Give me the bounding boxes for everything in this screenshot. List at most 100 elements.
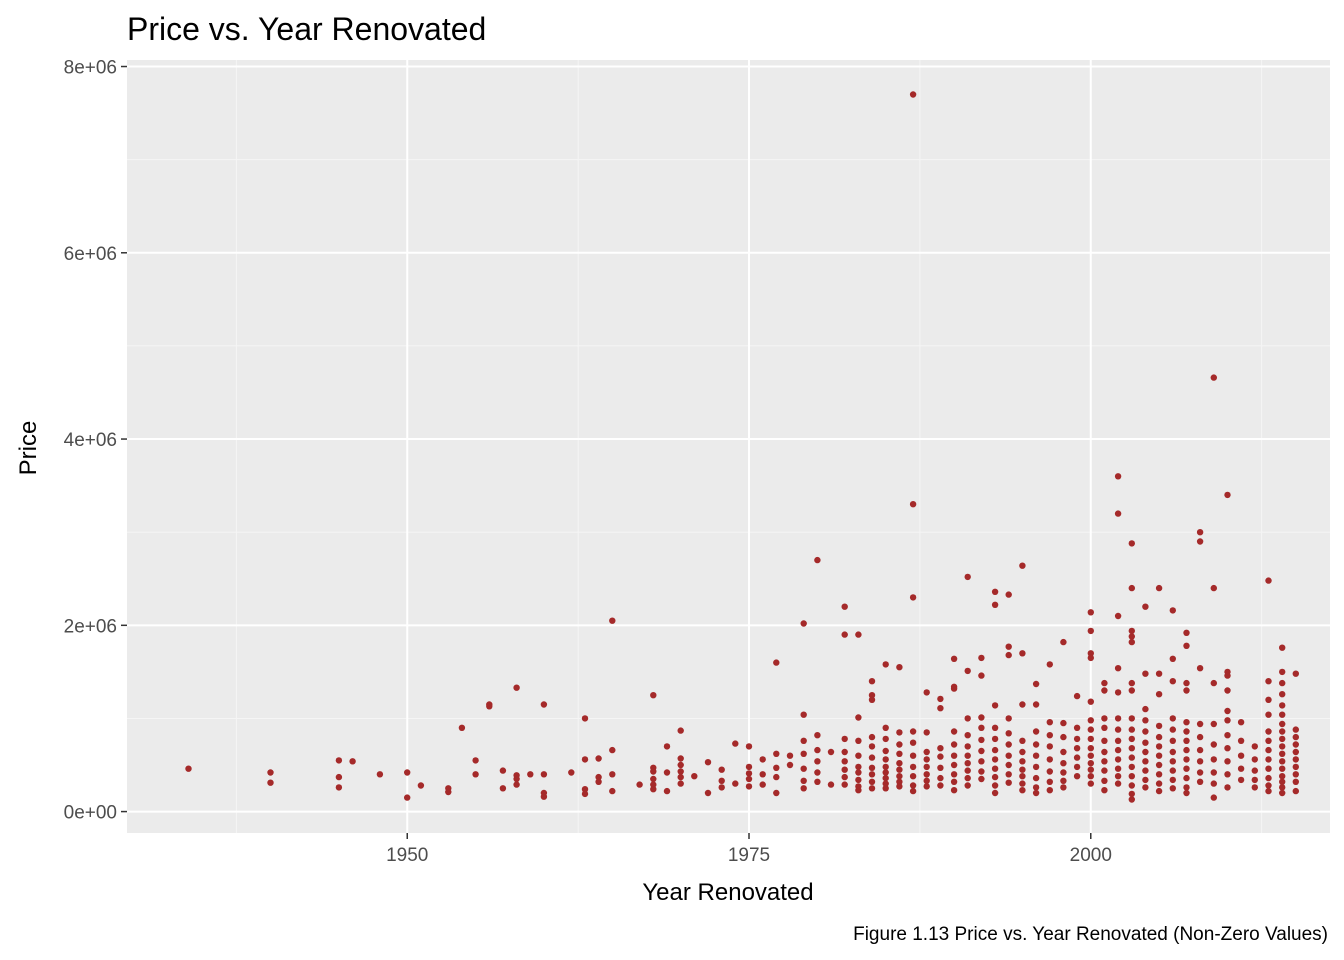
data-point [677, 768, 684, 775]
data-point [1019, 766, 1026, 773]
data-point [800, 785, 807, 792]
data-point [868, 754, 876, 761]
data-point [1128, 679, 1136, 687]
data-point [1210, 720, 1218, 728]
data-point [1128, 782, 1136, 789]
data-point [1183, 784, 1190, 791]
data-point [349, 758, 356, 765]
data-point [1005, 643, 1012, 650]
data-point [1155, 743, 1163, 750]
data-point [1087, 609, 1095, 616]
data-point [923, 763, 930, 771]
data-point [1114, 756, 1122, 763]
data-point [650, 768, 657, 775]
data-point [404, 769, 411, 776]
data-point [663, 769, 671, 776]
data-point [978, 747, 985, 755]
data-point [937, 695, 944, 703]
data-point [650, 786, 657, 793]
data-point [827, 781, 835, 788]
data-point [1169, 748, 1177, 756]
chart-caption: Figure 1.13 Price vs. Year Renovated (No… [853, 924, 1328, 945]
data-point [1032, 789, 1040, 797]
data-point [1032, 752, 1040, 759]
data-point [1292, 771, 1300, 778]
data-point [950, 728, 958, 735]
chart-title: Price vs. Year Renovated [127, 11, 486, 47]
data-point [1292, 756, 1300, 763]
data-point [568, 769, 575, 776]
data-point [882, 769, 889, 776]
data-point [1169, 767, 1177, 774]
data-point [609, 746, 616, 754]
data-point [923, 689, 930, 696]
data-point [1224, 745, 1231, 752]
data-point [1128, 790, 1136, 798]
data-point [1279, 644, 1286, 651]
data-point [499, 785, 507, 792]
data-point [882, 785, 889, 792]
data-point [1060, 733, 1067, 741]
data-point [1279, 784, 1286, 791]
data-point [1183, 765, 1190, 772]
data-point [1169, 655, 1177, 662]
x-axis: 1950 1975 2000 [386, 833, 1112, 866]
data-point [1046, 768, 1054, 775]
data-point [1046, 756, 1054, 763]
data-point [1196, 529, 1204, 536]
data-point [1196, 538, 1204, 545]
data-point [1169, 776, 1177, 784]
data-point [882, 747, 889, 755]
data-point [513, 775, 520, 783]
data-point [1142, 748, 1149, 756]
data-point [267, 769, 274, 776]
data-point [650, 781, 657, 788]
data-point [1292, 741, 1300, 748]
data-point [841, 766, 848, 773]
data-point [1224, 771, 1231, 778]
data-point [1265, 678, 1272, 685]
data-point [991, 601, 999, 608]
data-point [773, 750, 780, 757]
data-point [1210, 679, 1218, 687]
data-point [745, 775, 753, 783]
data-point [1292, 748, 1300, 756]
data-point [800, 711, 807, 718]
data-point [1114, 665, 1122, 672]
data-point [1142, 758, 1149, 765]
data-point [882, 763, 889, 771]
data-point [923, 748, 930, 756]
data-point [1224, 758, 1231, 765]
data-point [1279, 735, 1286, 743]
data-point [677, 761, 684, 769]
data-point [868, 771, 876, 778]
data-point [991, 782, 999, 789]
data-point [827, 748, 835, 756]
data-point [1196, 769, 1204, 776]
data-point [855, 714, 862, 721]
data-point [1265, 696, 1272, 703]
data-point [1251, 776, 1259, 784]
x-axis-title: Year Renovated [642, 879, 813, 906]
data-point [937, 774, 944, 782]
data-point [1142, 603, 1149, 610]
data-point [1114, 737, 1122, 744]
data-point [1114, 773, 1122, 780]
data-point [1292, 787, 1300, 795]
data-point [896, 664, 903, 671]
data-point [937, 753, 944, 760]
data-point [1060, 769, 1067, 776]
y-tick-label: 8e+06 [64, 58, 117, 79]
data-point [896, 729, 903, 736]
data-point [814, 758, 821, 765]
data-point [1073, 724, 1081, 731]
data-point [1183, 746, 1190, 754]
data-point [964, 752, 971, 759]
data-point [1046, 743, 1054, 750]
data-point [1265, 787, 1272, 795]
data-point [841, 748, 848, 756]
data-point [1265, 746, 1272, 754]
data-point [650, 692, 657, 699]
data-point [1224, 491, 1231, 499]
data-point [1142, 670, 1149, 677]
